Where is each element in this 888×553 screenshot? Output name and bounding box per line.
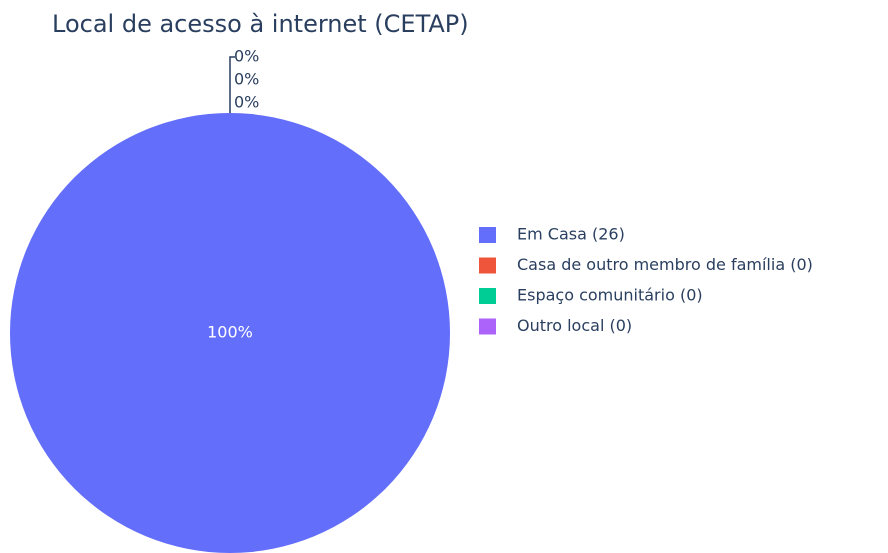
legend-swatch — [479, 227, 496, 243]
slice-label: 0% — [234, 93, 259, 112]
legend-label: Espaço comunitário (0) — [517, 286, 703, 305]
legend-label: Casa de outro membro de família (0) — [517, 255, 813, 274]
chart-title: Local de acesso à internet (CETAP) — [52, 10, 469, 38]
slice-label: 100% — [207, 323, 253, 342]
legend-label: Outro local (0) — [517, 316, 632, 335]
leader-line — [229, 56, 235, 113]
legend-label: Em Casa (26) — [517, 225, 625, 244]
legend-swatch — [479, 318, 496, 335]
legend-swatch — [479, 288, 496, 304]
legend-swatch — [479, 257, 496, 274]
pie-slice — [10, 113, 450, 553]
slice-label: 0% — [234, 47, 259, 66]
slice-label: 0% — [234, 70, 259, 89]
